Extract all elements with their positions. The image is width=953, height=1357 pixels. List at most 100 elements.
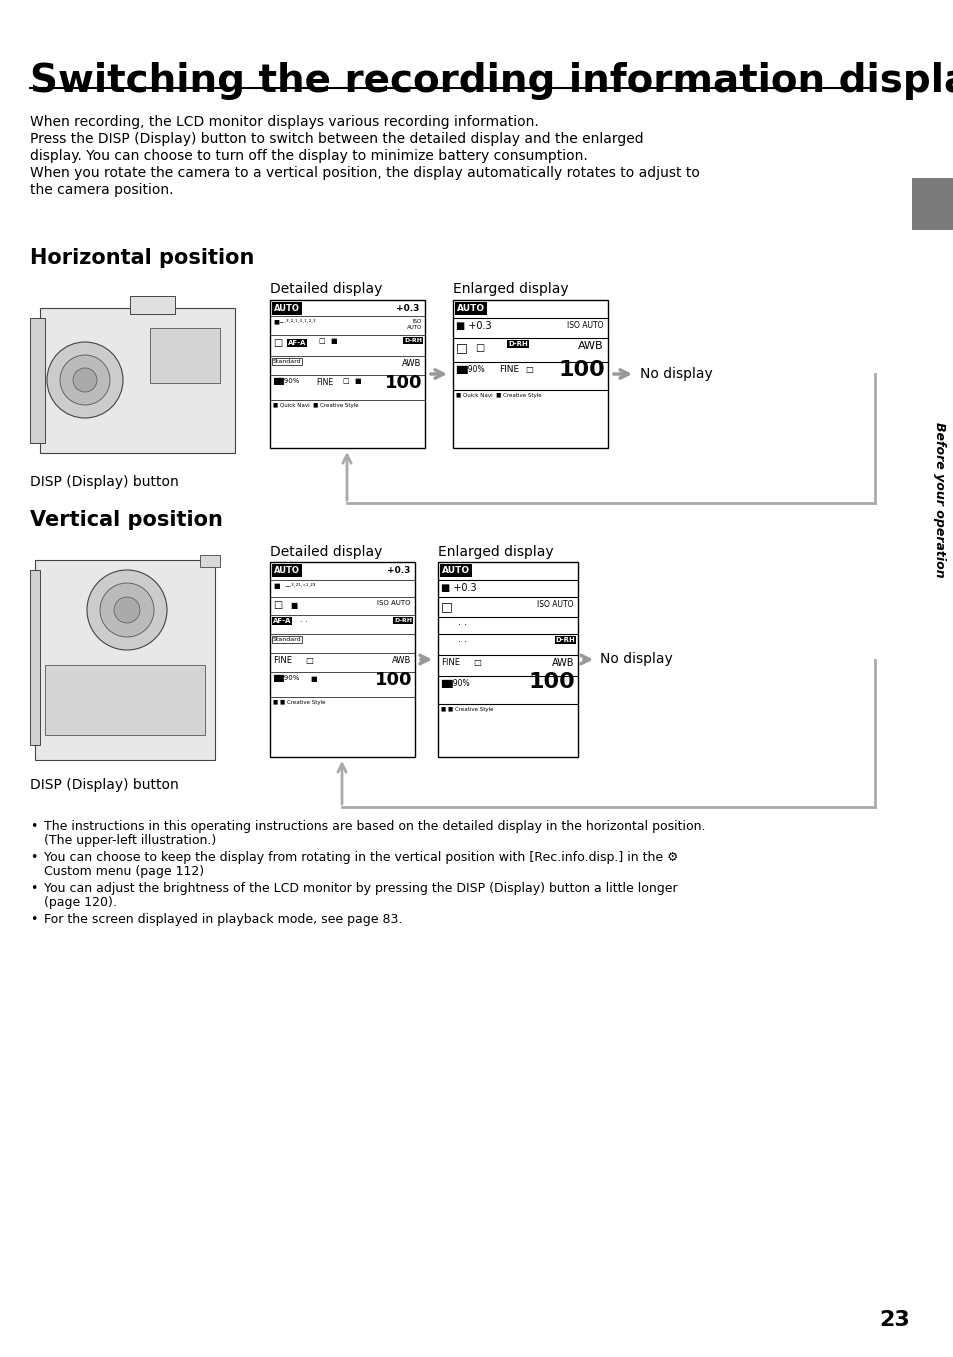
Text: Detailed display: Detailed display	[270, 546, 382, 559]
Bar	[30, 318, 45, 442]
Bar	[437, 562, 578, 757]
Text: ■ Quick Navi  ■ Creative Style: ■ Quick Navi ■ Creative Style	[273, 403, 358, 408]
Text: D‑RH: D‑RH	[555, 636, 575, 643]
Text: · ·: · ·	[457, 636, 467, 647]
Text: Enlarged display: Enlarged display	[437, 546, 553, 559]
Text: □: □	[473, 658, 480, 668]
Circle shape	[100, 584, 153, 636]
Text: When you rotate the camera to a vertical position, the display automatically rot: When you rotate the camera to a vertical…	[30, 166, 700, 180]
Bar	[130, 296, 174, 313]
Text: □: □	[341, 379, 348, 384]
Circle shape	[47, 342, 123, 418]
Text: display. You can choose to turn off the display to minimize battery consumption.: display. You can choose to turn off the …	[30, 149, 587, 163]
Bar	[270, 300, 424, 448]
Text: □: □	[273, 600, 282, 611]
Text: ■ Quick Navi  ■ Creative Style: ■ Quick Navi ■ Creative Style	[456, 394, 541, 398]
Text: AUTO: AUTO	[274, 566, 299, 575]
Text: AWB: AWB	[392, 655, 411, 665]
Text: □: □	[456, 341, 467, 354]
Text: (The upper-left illustration.): (The upper-left illustration.)	[44, 835, 216, 847]
Text: 100: 100	[384, 375, 421, 392]
Text: ■ ■ Creative Style: ■ ■ Creative Style	[273, 700, 325, 706]
Text: The instructions in this operating instructions are based on the detailed displa: The instructions in this operating instr…	[44, 820, 705, 833]
Text: AUTO: AUTO	[441, 566, 470, 575]
Bar	[453, 300, 607, 448]
Text: AUTO: AUTO	[274, 304, 299, 313]
Circle shape	[60, 356, 110, 404]
Text: You can choose to keep the display from rotating in the vertical position with [: You can choose to keep the display from …	[44, 851, 678, 864]
Text: □: □	[305, 655, 313, 665]
Text: ■ +0.3: ■ +0.3	[440, 584, 476, 593]
Text: +0.3: +0.3	[395, 304, 418, 313]
Text: ██90%: ██90%	[440, 678, 469, 688]
Text: ■ +0.3: ■ +0.3	[456, 322, 491, 331]
Text: D‑RH: D‑RH	[403, 338, 421, 343]
Circle shape	[73, 368, 97, 392]
Text: ISO AUTO: ISO AUTO	[537, 600, 574, 609]
Text: •: •	[30, 820, 37, 833]
Bar	[30, 570, 40, 745]
Text: AWB: AWB	[551, 658, 574, 668]
Bar	[200, 555, 220, 567]
Text: 100: 100	[558, 360, 604, 380]
Text: ■: ■	[354, 379, 360, 384]
Text: ISO AUTO: ISO AUTO	[377, 600, 411, 607]
Text: 23: 23	[879, 1310, 909, 1330]
Text: ■: ■	[330, 338, 336, 345]
Text: For the screen displayed in playback mode, see page 83.: For the screen displayed in playback mod…	[44, 913, 402, 925]
Text: DISP (Display) button: DISP (Display) button	[30, 475, 178, 489]
Text: ██90%: ██90%	[273, 379, 299, 385]
Text: Custom menu (page 112): Custom menu (page 112)	[44, 864, 204, 878]
Text: No display: No display	[599, 653, 672, 666]
Text: •: •	[30, 913, 37, 925]
Text: Switching the recording information display: Switching the recording information disp…	[30, 62, 953, 100]
Bar	[911, 178, 953, 229]
Text: ■: ■	[310, 676, 316, 683]
Text: · ·: · ·	[299, 617, 308, 627]
Text: AF‑A: AF‑A	[288, 341, 306, 346]
Text: No display: No display	[639, 366, 712, 381]
Text: □: □	[317, 338, 324, 345]
Text: Before your operation: Before your operation	[933, 422, 945, 578]
Text: AWB: AWB	[401, 360, 420, 368]
Text: −·³·²¹·°¹·²³: −·³·²¹·°¹·²³	[284, 584, 315, 588]
Text: Horizontal position: Horizontal position	[30, 248, 254, 267]
Text: · ·: · ·	[457, 620, 467, 630]
Bar	[270, 562, 415, 757]
Text: ISO AUTO: ISO AUTO	[567, 322, 603, 330]
Text: Detailed display: Detailed display	[270, 282, 382, 296]
Text: AUTO: AUTO	[406, 324, 421, 330]
Text: FINE: FINE	[440, 658, 459, 668]
Text: +0.3: +0.3	[386, 566, 410, 575]
Text: FINE: FINE	[315, 379, 333, 387]
Bar	[150, 328, 220, 383]
Text: ██90%: ██90%	[456, 365, 484, 375]
Text: AWB: AWB	[578, 341, 603, 351]
Text: Standard: Standard	[273, 636, 301, 642]
Text: When recording, the LCD monitor displays various recording information.: When recording, the LCD monitor displays…	[30, 115, 538, 129]
Text: ██90%: ██90%	[273, 674, 299, 683]
Text: 100: 100	[528, 672, 575, 692]
Text: □: □	[440, 600, 453, 613]
Text: ■ ■ Creative Style: ■ ■ Creative Style	[440, 707, 493, 712]
Bar	[40, 308, 234, 453]
Text: You can adjust the brightness of the LCD monitor by pressing the DISP (Display) : You can adjust the brightness of the LCD…	[44, 882, 677, 896]
Text: Press the DISP (Display) button to switch between the detailed display and the e: Press the DISP (Display) button to switc…	[30, 132, 643, 147]
Text: FINE: FINE	[273, 655, 292, 665]
Text: •: •	[30, 882, 37, 896]
Text: Vertical position: Vertical position	[30, 510, 223, 531]
Text: AUTO: AUTO	[456, 304, 485, 313]
Bar	[45, 665, 205, 735]
Text: Standard: Standard	[273, 360, 301, 364]
Text: □: □	[475, 343, 484, 353]
Text: FINE: FINE	[498, 365, 518, 375]
Text: □: □	[524, 365, 533, 375]
Text: the camera position.: the camera position.	[30, 183, 173, 197]
Text: AF‑A: AF‑A	[273, 617, 291, 624]
Text: ■: ■	[273, 584, 279, 589]
Text: DISP (Display) button: DISP (Display) button	[30, 778, 178, 792]
Text: Enlarged display: Enlarged display	[453, 282, 568, 296]
Text: ISO: ISO	[413, 319, 421, 324]
Text: 100: 100	[375, 670, 412, 689]
Circle shape	[87, 570, 167, 650]
